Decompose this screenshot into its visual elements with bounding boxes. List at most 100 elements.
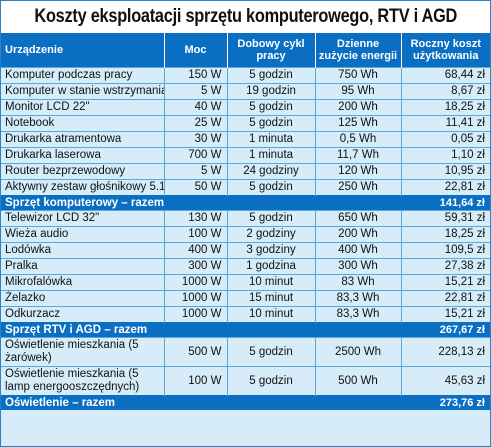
cell-cost: 15,21 zł xyxy=(400,274,490,291)
cell-cost: 228,13 zł xyxy=(400,337,490,367)
cell-energy: 0,5 Wh xyxy=(314,131,401,148)
cell-energy: 83,3 Wh xyxy=(314,290,401,307)
cell-cycle: 19 godzin xyxy=(226,83,315,100)
table-title: Koszty eksploatacji sprzętu komputeroweg… xyxy=(34,6,457,27)
cell-cycle: 5 godzin xyxy=(226,67,315,84)
cell-energy: 83 Wh xyxy=(314,274,401,291)
header-row: Urządzenie Moc Dobowy cykl pracy Dzienne… xyxy=(1,33,490,68)
cell-power: 30 W xyxy=(163,131,227,148)
header-cycle: Dobowy cykl pracy xyxy=(226,33,315,68)
cell-power: 150 W xyxy=(163,67,227,84)
section-total-value: 267,67 zł xyxy=(401,322,490,338)
cell-cycle: 2 godziny xyxy=(226,226,315,243)
cell-device: Pralka xyxy=(1,258,164,275)
cell-cost: 45,63 zł xyxy=(400,366,490,396)
cell-energy: 120 Wh xyxy=(314,163,401,180)
cell-cost: 68,44 zł xyxy=(400,67,490,84)
cell-device: Komputer podczas pracy xyxy=(1,67,164,84)
cell-device: Drukarka atramentowa xyxy=(1,131,164,148)
section-total-row: Sprzęt komputerowy – razem 141,64 zł xyxy=(1,195,490,211)
cost-table: Urządzenie Moc Dobowy cykl pracy Dzienne… xyxy=(1,33,490,410)
cell-power: 130 W xyxy=(163,210,227,227)
cell-cost: 8,67 zł xyxy=(400,83,490,100)
cell-cycle: 5 godzin xyxy=(226,115,315,132)
cell-cost: 11,41 zł xyxy=(400,115,490,132)
cell-power: 40 W xyxy=(163,99,227,116)
header-power: Moc xyxy=(163,33,227,68)
cell-device: Drukarka laserowa xyxy=(1,147,164,164)
cell-device: Lodówka xyxy=(1,242,164,259)
cell-cost: 27,38 zł xyxy=(400,258,490,275)
section-total-label: Sprzęt komputerowy – razem xyxy=(1,195,401,211)
cell-energy: 400 Wh xyxy=(314,242,401,259)
cell-device: Router bezprzewodowy xyxy=(1,163,164,180)
cell-cost: 59,31 zł xyxy=(400,210,490,227)
title-bar: Koszty eksploatacji sprzętu komputeroweg… xyxy=(1,1,490,33)
cell-device: Komputer w stanie wstrzymania xyxy=(1,83,164,100)
cell-device: Aktywny zestaw głośnikowy 5.1 xyxy=(1,179,164,196)
cell-cost: 22,81 zł xyxy=(400,179,490,196)
cell-cycle: 5 godzin xyxy=(226,337,315,367)
section-total-label: Oświetlenie – razem xyxy=(1,395,401,410)
cell-cycle: 15 minut xyxy=(226,290,315,307)
cell-cycle: 1 minuta xyxy=(226,131,315,148)
cell-cycle: 5 godzin xyxy=(226,210,315,227)
cell-power: 700 W xyxy=(163,147,227,164)
cell-cycle: 10 minut xyxy=(226,306,315,323)
table-row: Odkurzacz 1000 W 10 minut 83,3 Wh 15,21 zł xyxy=(1,306,490,323)
cell-device: Notebook xyxy=(1,115,164,132)
cell-power: 300 W xyxy=(163,258,227,275)
cell-power: 5 W xyxy=(163,163,227,180)
cell-power: 100 W xyxy=(163,366,227,396)
cell-device: Żelazko xyxy=(1,290,164,307)
cell-power: 400 W xyxy=(163,242,227,259)
table-row: Żelazko 1000 W 15 minut 83,3 Wh 22,81 zł xyxy=(1,290,490,307)
cell-energy: 95 Wh xyxy=(314,83,401,100)
section-total-row: Sprzęt RTV i AGD – razem 267,67 zł xyxy=(1,322,490,338)
cell-power: 100 W xyxy=(163,226,227,243)
table-row: Komputer w stanie wstrzymania 5 W 19 godzi… xyxy=(1,83,490,100)
cell-cycle: 5 godzin xyxy=(226,366,315,396)
cell-power: 50 W xyxy=(163,179,227,196)
cell-device: Odkurzacz xyxy=(1,306,164,323)
cell-energy: 750 Wh xyxy=(314,67,401,84)
header-energy: Dzienne zużycie energii xyxy=(314,33,401,68)
cell-cost: 18,25 zł xyxy=(400,226,490,243)
section-total-value: 141,64 zł xyxy=(401,195,490,211)
cell-device: Oświetlenie mieszkania (5 lamp energoosz… xyxy=(1,366,164,396)
cell-cycle: 10 minut xyxy=(226,274,315,291)
cell-cost: 0,05 zł xyxy=(400,131,490,148)
cell-power: 1000 W xyxy=(163,290,227,307)
cell-energy: 250 Wh xyxy=(314,179,401,196)
cell-power: 1000 W xyxy=(163,274,227,291)
cell-device: Oświetlenie mieszkania (5 żarówek) xyxy=(1,337,164,367)
header-cost: Roczny koszt użytkowania xyxy=(400,33,490,68)
cell-power: 25 W xyxy=(163,115,227,132)
cell-energy: 200 Wh xyxy=(314,99,401,116)
cell-cycle: 24 godziny xyxy=(226,163,315,180)
cell-device: Monitor LCD 22" xyxy=(1,99,164,116)
cell-power: 1000 W xyxy=(163,306,227,323)
cell-cost: 10,95 zł xyxy=(400,163,490,180)
cell-cycle: 3 godziny xyxy=(226,242,315,259)
cell-device: Wieża audio xyxy=(1,226,164,243)
cell-energy: 2500 Wh xyxy=(314,337,401,367)
cell-power: 500 W xyxy=(163,337,227,367)
cell-energy: 11,7 Wh xyxy=(314,147,401,164)
cell-cycle: 1 godzina xyxy=(226,258,315,275)
cell-energy: 83,3 Wh xyxy=(314,306,401,323)
cell-energy: 300 Wh xyxy=(314,258,401,275)
table-row: Oświetlenie mieszkania (5 lamp energoosz… xyxy=(1,366,490,396)
cell-cycle: 5 godzin xyxy=(226,99,315,116)
cell-cost: 15,21 zł xyxy=(400,306,490,323)
